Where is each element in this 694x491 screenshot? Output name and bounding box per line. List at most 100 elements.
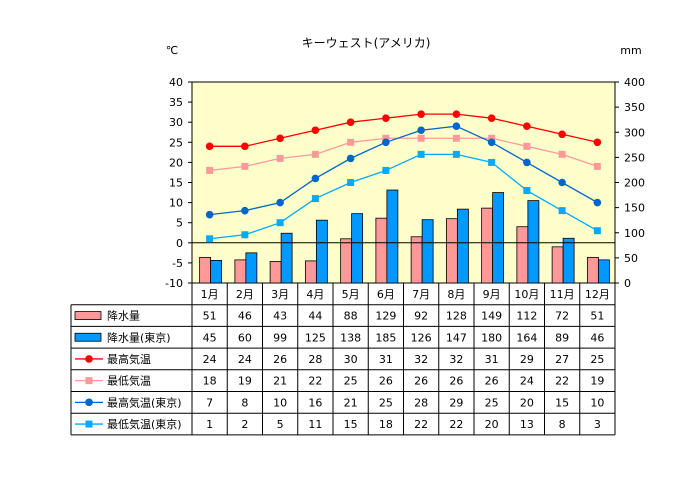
table-cell-value: 8 [241,396,248,409]
table-cell-value: 26 [273,353,287,366]
legend-label: 最低気温(東京) [107,417,182,431]
category-label: 6月 [377,288,395,301]
table-cell-value: 32 [449,353,463,366]
series-1-point [523,142,531,150]
series-3-point [347,179,355,186]
left-tick-label: -5 [172,257,183,270]
series-0-point [417,110,425,118]
table-cell-value: 21 [344,396,358,409]
left-tick-label: 5 [176,217,183,230]
table-cell-value: 180 [481,331,502,344]
table-cell-value: 2 [241,418,248,431]
bar-precip [481,207,494,284]
left-tick-label: 0 [176,237,183,250]
bar-precip [375,217,388,284]
series-line-3 [209,153,598,240]
table-cell-value: 147 [446,331,467,344]
series-0-point [558,130,566,139]
table-cell-value: 24 [203,353,217,366]
series-2-point [276,198,284,207]
left-tick-label: 20 [169,156,183,169]
legend-key-marker [85,355,93,363]
series-1-point [311,150,319,158]
bar-precip [234,259,247,284]
table-cell-value: 8 [559,418,566,431]
table-cell-value: 32 [414,353,428,366]
right-tick-label: 150 [624,202,645,215]
table-cell-value: 25 [379,396,393,409]
series-1-point [452,134,460,142]
table-cell-value: 22 [555,375,569,388]
series-1-point [206,166,214,174]
right-tick-label: 200 [624,177,645,190]
category-label: 3月 [271,288,289,301]
table-cell-value: 26 [449,375,463,388]
table-cell-value: 44 [308,310,322,323]
series-2-point [382,138,390,147]
right-tick-label: 300 [624,126,645,139]
right-tick-label: 0 [624,277,631,290]
plot-area [191,81,616,284]
legend-key-marker [85,398,93,407]
legend-label: 降水量 [107,309,140,323]
table-cell-value: 28 [414,396,428,409]
bar-precip [199,256,212,284]
series-2-point [417,126,425,135]
series-3-point [417,150,425,158]
bar-precip-tokyo [562,237,575,284]
category-label: 10月 [514,288,539,301]
category-label: 5月 [342,288,360,301]
legend-key-bar [74,311,102,320]
bar-precip [340,238,353,284]
category-label: 2月 [236,288,254,301]
table-cell-value: 21 [273,375,287,388]
bar-precip-tokyo [280,232,293,284]
table-cell-value: 10 [273,396,287,409]
left-tick-label: -10 [165,277,183,290]
bar-precip-tokyo [315,219,328,284]
table-cell-value: 31 [379,353,393,366]
table-cell-value: 11 [308,418,322,431]
series-1-point [488,134,496,142]
legend-label: 最高気温 [107,352,151,366]
right-tick-label: 100 [624,227,645,240]
table-cell-value: 13 [520,418,534,431]
series-3-point [241,231,249,239]
table-cell-value: 29 [520,353,534,366]
series-3-point [276,219,284,227]
table-cell-value: 126 [411,331,432,344]
category-label: 12月 [585,288,610,301]
left-tick-label: 25 [169,136,183,149]
series-1-point [276,154,284,162]
table-cell-value: 22 [308,375,322,388]
series-3-point [452,150,460,158]
table-cell-value: 24 [238,353,252,366]
table-cell-value: 88 [344,310,358,323]
bar-precip [586,256,599,284]
bar-precip-tokyo [456,208,469,284]
table-cell-value: 51 [590,310,604,323]
legend-label: 降水量(東京) [107,330,171,344]
right-tick-label: 50 [624,252,638,265]
table-cell-value: 24 [520,375,534,388]
series-0-point [346,118,355,126]
left-tick-label: 35 [169,96,183,109]
category-label: 9月 [483,288,501,301]
series-2-point [241,206,249,215]
left-tick-label: 40 [169,76,183,89]
series-2-point [311,174,320,183]
series-line-1 [209,137,598,172]
category-label: 4月 [306,288,324,301]
legend-key-bar [74,332,102,342]
table-cell-value: 7 [206,396,213,409]
bar-precip [304,260,317,284]
bar-precip-tokyo [351,213,364,284]
series-0-point [241,142,249,151]
legend-label: 最低気温 [107,374,151,388]
table-cell-value: 19 [238,375,252,388]
table-cell-value: 46 [238,310,252,323]
table-cell-value: 31 [485,353,499,366]
table-cell-value: 89 [555,331,569,344]
